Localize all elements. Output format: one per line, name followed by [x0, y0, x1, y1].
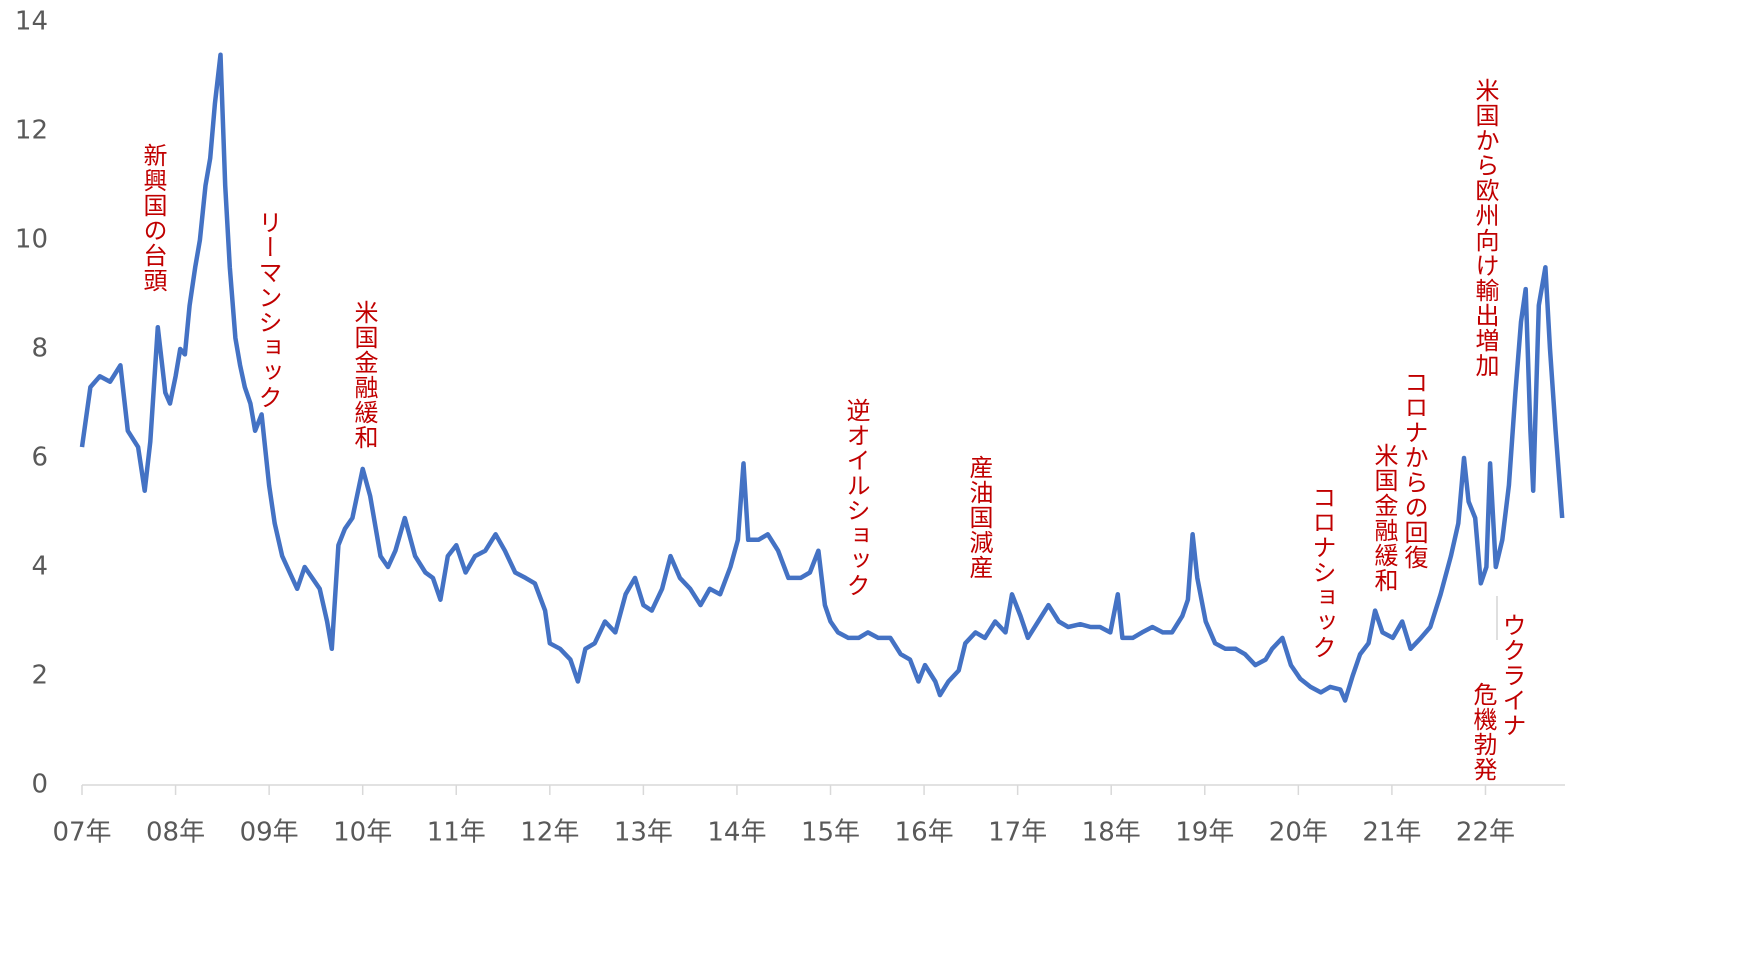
y-tick-label: 8 [31, 334, 48, 364]
y-tick-label: 6 [31, 443, 48, 473]
y-tick-label: 14 [15, 7, 48, 37]
x-tick-label: 08年 [146, 818, 205, 848]
annotation: コロナからの回復 [1400, 370, 1428, 570]
annotation: リーマンショック [254, 210, 282, 410]
annotation: 逆オイルショック [842, 398, 870, 598]
x-tick-label: 11年 [427, 818, 486, 848]
y-tick-label: 0 [31, 770, 48, 800]
x-tick-label: 20年 [1269, 818, 1328, 848]
annotation: 米国金融緩和 [350, 300, 378, 450]
x-tick-label: 18年 [1082, 818, 1141, 848]
x-tick-label: 21年 [1362, 818, 1421, 848]
x-tick-label: 15年 [801, 818, 860, 848]
x-tick-label: 10年 [333, 818, 392, 848]
annotation: 米国金融緩和 [1370, 443, 1398, 593]
y-tick-label: 10 [15, 225, 48, 255]
annotation: 米国から欧州向け輸出増加 [1471, 78, 1499, 378]
x-tick-label: 17年 [988, 818, 1047, 848]
x-tick-label: 13年 [614, 818, 673, 848]
x-tick-label: 09年 [240, 818, 299, 848]
annotation: 危機勃発 [1469, 682, 1497, 782]
x-tick-label: 14年 [707, 818, 766, 848]
annotation: コロナショック [1308, 485, 1336, 660]
x-tick-label: 12年 [520, 818, 579, 848]
x-tick-label: 07年 [52, 818, 111, 848]
y-tick-label: 2 [31, 661, 48, 691]
x-tick-label: 19年 [1175, 818, 1234, 848]
data-line [79, 52, 1565, 703]
y-tick-label: 12 [15, 116, 48, 146]
annotation: ウクライナ [1498, 613, 1526, 738]
x-tick-label: 22年 [1456, 818, 1515, 848]
annotation: 新興国の台頭 [139, 143, 167, 293]
annotation: 産油国減産 [965, 455, 993, 580]
x-tick-label: 16年 [895, 818, 954, 848]
y-tick-label: 4 [31, 552, 48, 582]
